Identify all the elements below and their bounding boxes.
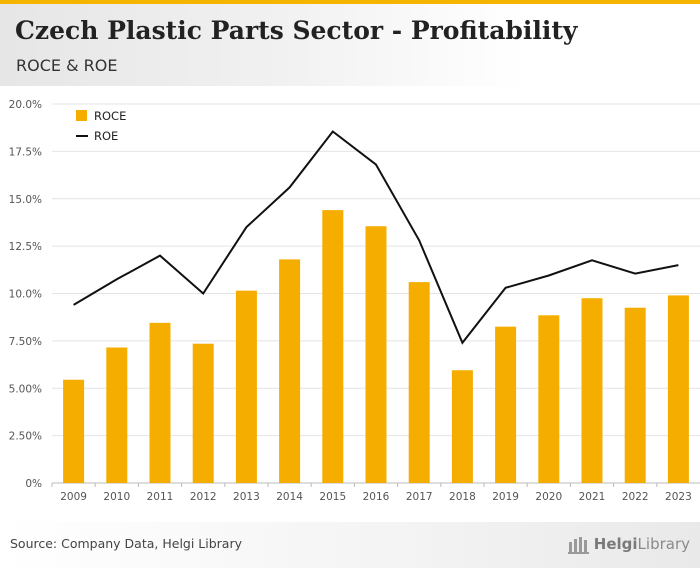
top-accent-bar — [0, 0, 700, 4]
x-tick-label: 2014 — [276, 491, 303, 503]
y-tick-label: 15.0% — [9, 194, 42, 206]
x-tick-label: 2011 — [147, 491, 174, 503]
roce-bar — [451, 370, 473, 483]
chart-header: Czech Plastic Parts Sector - Profitabili… — [0, 4, 700, 86]
profitability-chart: 0% 2.50% 5.00% 7.50% 10.0% 12.5% 15.0% 17.5% 20.… — [9, 99, 700, 503]
x-tick-label: 2020 — [535, 491, 562, 503]
roce-bar — [63, 379, 85, 483]
roce-bar — [279, 259, 301, 483]
roce-bar — [322, 210, 344, 483]
legend-roce-swatch — [76, 110, 87, 121]
roce-bar — [192, 343, 214, 483]
footer: Source: Company Data, Helgi Library Helg… — [0, 522, 700, 568]
roce-bar — [538, 315, 560, 483]
y-tick-label: 17.5% — [9, 146, 42, 158]
roce-bar — [106, 347, 128, 483]
y-tick-label: 20.0% — [9, 99, 42, 111]
x-tick-label: 2017 — [406, 491, 433, 503]
x-tick-label: 2010 — [103, 491, 130, 503]
x-tick-label: 2012 — [190, 491, 217, 503]
roce-bar — [495, 326, 517, 483]
y-tick-label: 10.0% — [9, 289, 42, 301]
legend-roce-label: ROCE — [94, 109, 126, 123]
page-title: Czech Plastic Parts Sector - Profitabili… — [15, 16, 578, 45]
x-tick-label: 2018 — [449, 491, 476, 503]
x-tick-label: 2013 — [233, 491, 260, 503]
roe-line — [73, 130, 679, 345]
roce-bar — [149, 322, 171, 483]
x-tick-label: 2021 — [579, 491, 606, 503]
roce-bar — [408, 282, 430, 483]
source-note: Source: Company Data, Helgi Library — [10, 536, 243, 551]
logo-text-helgi: Helgi — [593, 535, 638, 553]
x-tick-label: 2015 — [319, 491, 346, 503]
helgi-library-logo[interactable]: Helgi Library — [567, 532, 690, 556]
roce-bar — [624, 307, 646, 483]
x-tick-label: 2016 — [363, 491, 390, 503]
roce-bar — [365, 226, 387, 484]
roce-bar — [581, 298, 603, 483]
y-tick-label: 5.00% — [9, 383, 42, 395]
x-tick-label: 2022 — [622, 491, 649, 503]
x-tick-label: 2019 — [492, 491, 519, 503]
library-building-icon — [567, 537, 589, 554]
logo-text-library: Library — [637, 535, 690, 553]
page-subtitle: ROCE & ROE — [16, 56, 118, 75]
legend-roe-label: ROE — [94, 129, 118, 143]
y-tick-label: 2.50% — [9, 431, 42, 443]
y-tick-label: 7.50% — [9, 336, 42, 348]
roce-bar — [235, 290, 257, 483]
x-tick-label: 2023 — [665, 491, 692, 503]
roce-bar — [667, 295, 689, 483]
x-tick-label: 2009 — [60, 491, 87, 503]
y-tick-label: 0% — [25, 478, 42, 490]
y-tick-label: 12.5% — [9, 241, 42, 253]
